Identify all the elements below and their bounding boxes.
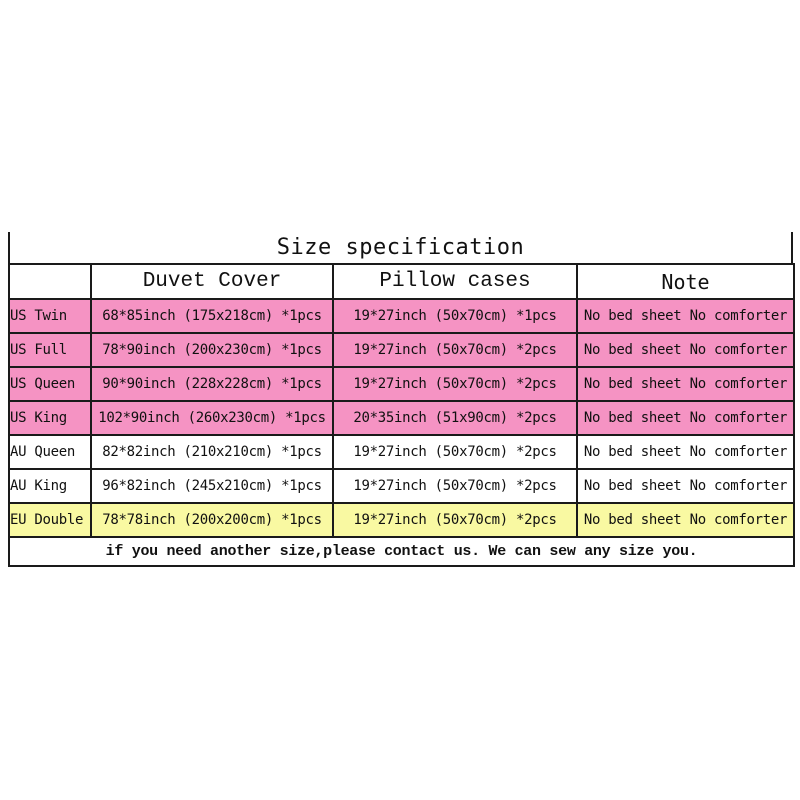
table-row: AU King 96*82inch (245x210cm) *1pcs 19*2…	[8, 468, 795, 504]
duvet-cover-cell: 78*90inch (200x230cm) *1pcs	[90, 332, 334, 368]
table-row: US Twin 68*85inch (175x218cm) *1pcs 19*2…	[8, 298, 795, 334]
note-cell: No bed sheet No comforter	[576, 332, 795, 368]
header-size	[8, 263, 92, 300]
size-cell: US Full	[8, 332, 92, 368]
size-cell: AU Queen	[8, 434, 92, 470]
pillow-cases-cell: 19*27inch (50x70cm) *2pcs	[332, 502, 578, 538]
header-row: Duvet Cover Pillow cases Note	[8, 263, 795, 300]
table-row: AU Queen 82*82inch (210x210cm) *1pcs 19*…	[8, 434, 795, 470]
header-pillow-cases: Pillow cases	[332, 263, 578, 300]
pillow-cases-cell: 20*35inch (51x90cm) *2pcs	[332, 400, 578, 436]
duvet-cover-cell: 78*78inch (200x200cm) *1pcs	[90, 502, 334, 538]
spec-table: Duvet Cover Pillow cases Note US Twin 68…	[8, 263, 795, 567]
footer-note: if you need another size,please contact …	[8, 536, 795, 567]
size-cell: AU King	[8, 468, 92, 504]
size-spec-table: Size specification Duvet Cover Pillow ca…	[8, 232, 795, 567]
note-cell: No bed sheet No comforter	[576, 468, 795, 504]
pillow-cases-cell: 19*27inch (50x70cm) *2pcs	[332, 468, 578, 504]
note-cell: No bed sheet No comforter	[576, 434, 795, 470]
header-note: Note	[576, 263, 795, 300]
table-body: US Twin 68*85inch (175x218cm) *1pcs 19*2…	[8, 298, 795, 538]
duvet-cover-cell: 96*82inch (245x210cm) *1pcs	[90, 468, 334, 504]
header-duvet-cover: Duvet Cover	[90, 263, 334, 300]
note-cell: No bed sheet No comforter	[576, 298, 795, 334]
note-cell: No bed sheet No comforter	[576, 366, 795, 402]
table-row: US Full 78*90inch (200x230cm) *1pcs 19*2…	[8, 332, 795, 368]
table-title: Size specification	[8, 232, 793, 263]
pillow-cases-cell: 19*27inch (50x70cm) *1pcs	[332, 298, 578, 334]
duvet-cover-cell: 102*90inch (260x230cm) *1pcs	[90, 400, 334, 436]
note-cell: No bed sheet No comforter	[576, 400, 795, 436]
footer-row: if you need another size,please contact …	[8, 536, 795, 567]
table-row: US Queen 90*90inch (228x228cm) *1pcs 19*…	[8, 366, 795, 402]
pillow-cases-cell: 19*27inch (50x70cm) *2pcs	[332, 332, 578, 368]
table-row: EU Double 78*78inch (200x200cm) *1pcs 19…	[8, 502, 795, 538]
duvet-cover-cell: 82*82inch (210x210cm) *1pcs	[90, 434, 334, 470]
size-cell: US King	[8, 400, 92, 436]
duvet-cover-cell: 90*90inch (228x228cm) *1pcs	[90, 366, 334, 402]
size-cell: EU Double	[8, 502, 92, 538]
table-row: US King 102*90inch (260x230cm) *1pcs 20*…	[8, 400, 795, 436]
pillow-cases-cell: 19*27inch (50x70cm) *2pcs	[332, 366, 578, 402]
size-cell: US Queen	[8, 366, 92, 402]
size-cell: US Twin	[8, 298, 92, 334]
pillow-cases-cell: 19*27inch (50x70cm) *2pcs	[332, 434, 578, 470]
duvet-cover-cell: 68*85inch (175x218cm) *1pcs	[90, 298, 334, 334]
note-cell: No bed sheet No comforter	[576, 502, 795, 538]
